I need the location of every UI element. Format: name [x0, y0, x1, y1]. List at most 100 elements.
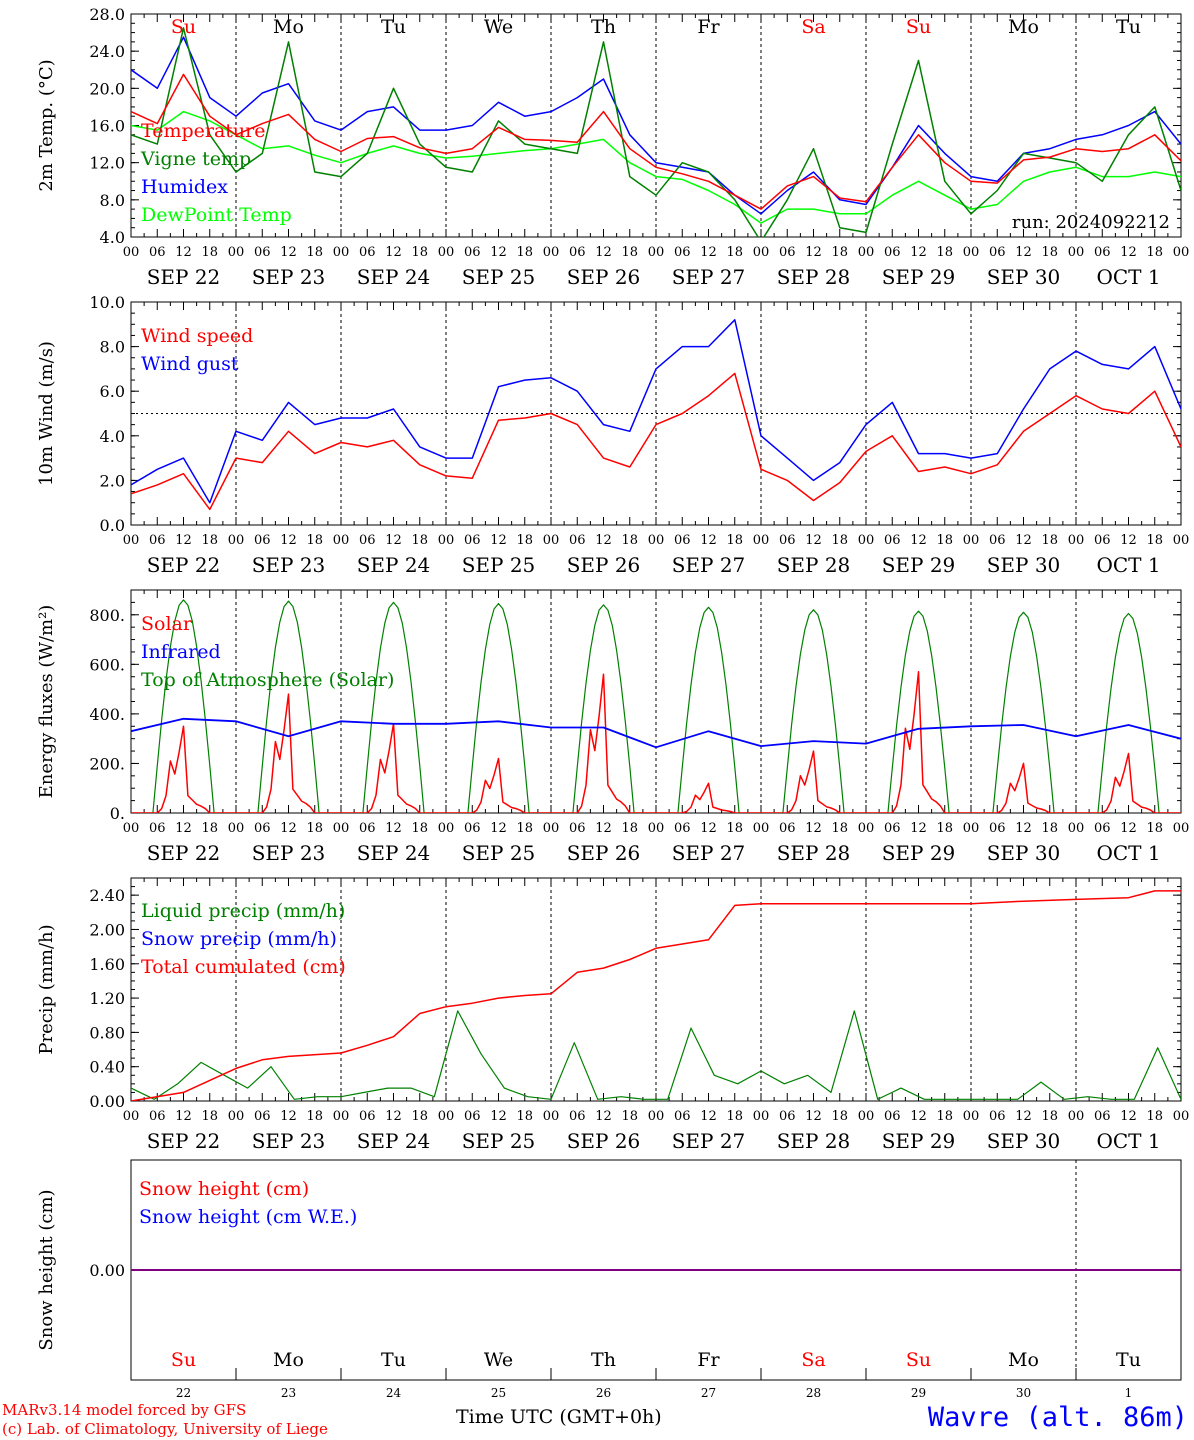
hour-label: 12 [1120, 1109, 1137, 1124]
y-tick-label: 0.80 [89, 1023, 125, 1042]
legend-entry: Liquid precip (mm/h) [141, 900, 345, 922]
legend-entry: Snow height (cm W.E.) [139, 1206, 357, 1228]
hour-label: 00 [1068, 1109, 1085, 1124]
hour-label: 12 [1015, 821, 1032, 836]
hour-label: 06 [254, 821, 271, 836]
legend-entry: Snow precip (mm/h) [141, 928, 337, 950]
hour-label: 12 [700, 1109, 717, 1124]
series-line-liquid [131, 1010, 1181, 1100]
hour-label: 18 [306, 1109, 323, 1124]
date-label: SEP 24 [357, 265, 431, 289]
hour-label: 00 [333, 821, 350, 836]
hour-label: 12 [280, 1109, 297, 1124]
hour-label: 06 [779, 245, 796, 260]
legend-entry: Top of Atmosphere (Solar) [141, 669, 394, 691]
hour-label: 06 [674, 245, 691, 260]
hour-label: 18 [306, 821, 323, 836]
date-label: SEP 22 [147, 553, 221, 577]
hour-label: 18 [306, 533, 323, 548]
hour-label: 18 [1146, 1109, 1163, 1124]
hour-label: 18 [516, 1109, 533, 1124]
y-axis-label: Precip (mm/h) [36, 924, 57, 1054]
hour-label: 00 [123, 245, 140, 260]
hour-label: 06 [989, 533, 1006, 548]
hour-label: 06 [149, 245, 166, 260]
hour-label: 06 [569, 245, 586, 260]
y-tick-label: 20.0 [89, 79, 125, 98]
hour-label: 00 [1068, 821, 1085, 836]
panel-4: 0.00 0.40 0.80 1.20 1.60 2.00 2.40 Precip (mm/h… [36, 877, 1189, 1153]
y-tick-label: 2.0 [100, 471, 125, 490]
hour-label: 00 [438, 821, 455, 836]
date-label: SEP 29 [882, 1129, 956, 1153]
hour-label: 06 [569, 821, 586, 836]
hour-label: 12 [700, 245, 717, 260]
hour-label: 00 [858, 1109, 875, 1124]
day-number-label: 26 [596, 1386, 611, 1400]
y-tick-label: 600. [89, 655, 125, 674]
hour-label: 06 [674, 533, 691, 548]
hour-label: 00 [123, 821, 140, 836]
y-tick-label: 24.0 [89, 42, 125, 61]
hour-label: 18 [621, 533, 638, 548]
y-tick-label: 0.40 [89, 1058, 125, 1077]
hour-label: 00 [753, 533, 770, 548]
panel-5: 0.00 Snow height (cm) Su Mo Tu We Th Fr Sa Su Mo Tu… [36, 1159, 1182, 1400]
hour-label: 00 [963, 1109, 980, 1124]
hour-label: 12 [805, 533, 822, 548]
date-label: OCT 1 [1096, 841, 1160, 865]
date-label: SEP 26 [567, 841, 641, 865]
hour-label: 00 [1173, 533, 1190, 548]
legend-entry: Solar [141, 613, 193, 635]
series-line-1 [131, 319, 1181, 504]
hour-label: 18 [1041, 1109, 1058, 1124]
date-label: SEP 23 [252, 553, 326, 577]
plot-area [131, 890, 1181, 1101]
date-label: SEP 22 [147, 841, 221, 865]
day-number-label: 25 [491, 1386, 506, 1400]
hour-label: 12 [1015, 1109, 1032, 1124]
y-tick-label: 0.0 [100, 516, 125, 535]
y-tick-label: 6.0 [100, 382, 125, 401]
hour-label: 18 [1041, 245, 1058, 260]
hour-label: 00 [648, 1109, 665, 1124]
hour-label: 00 [1173, 821, 1190, 836]
legend-entry: Total cumulated (cm) [141, 956, 346, 978]
hour-label: 12 [1015, 245, 1032, 260]
plot-area [131, 599, 1181, 813]
hour-label: 00 [1068, 533, 1085, 548]
hour-label: 00 [438, 245, 455, 260]
footer-model: MARv3.14 model forced by GFS [2, 1401, 247, 1419]
y-tick-label: 8.0 [100, 191, 125, 210]
hour-label: 00 [858, 821, 875, 836]
footer-location: Wavre (alt. 86m) [927, 1402, 1188, 1433]
hour-label: 18 [831, 1109, 848, 1124]
hour-label: 18 [1041, 821, 1058, 836]
legend-entry: Snow height (cm) [139, 1178, 309, 1200]
hour-label: 18 [411, 1109, 428, 1124]
legend-entry: Temperature [141, 120, 265, 142]
hour-label: 06 [884, 533, 901, 548]
legend-entry: Infrared [141, 641, 221, 663]
hour-label: 18 [726, 245, 743, 260]
hour-label: 12 [280, 533, 297, 548]
weekday-label: Fr [697, 16, 720, 38]
legend-entry: Humidex [141, 176, 228, 198]
hour-label: 18 [201, 1109, 218, 1124]
date-label: SEP 28 [777, 553, 851, 577]
hour-label: 12 [385, 821, 402, 836]
hour-label: 00 [648, 533, 665, 548]
day-number-label: 22 [176, 1386, 191, 1400]
series-line-2 [131, 36, 1181, 215]
hour-label: 12 [490, 533, 507, 548]
weekday-label: Tu [381, 16, 406, 38]
series-line-solar [131, 671, 1181, 813]
hour-label: 18 [201, 533, 218, 548]
day-number-label: 30 [1016, 1386, 1031, 1400]
y-tick-label: 10.0 [89, 293, 125, 312]
hour-label: 06 [359, 1109, 376, 1124]
series-line-toa [131, 599, 1181, 813]
hour-label: 18 [621, 1109, 638, 1124]
hour-label: 00 [858, 533, 875, 548]
hour-label: 12 [385, 533, 402, 548]
